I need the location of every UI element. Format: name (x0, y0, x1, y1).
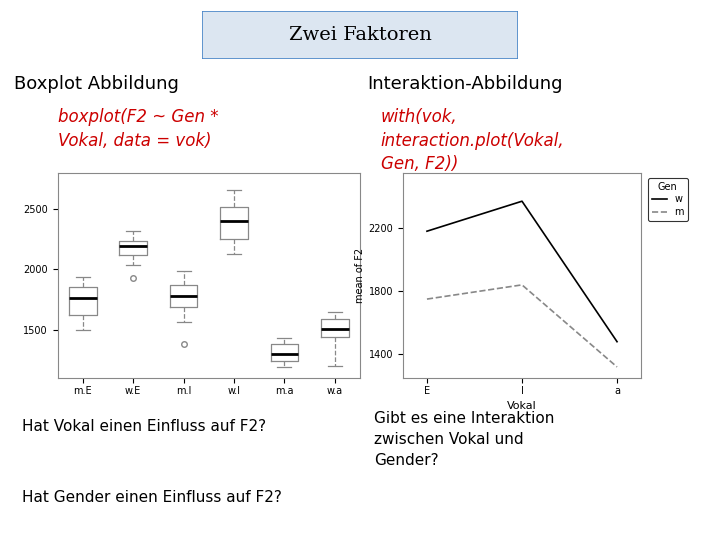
w (518, 198, 526, 205)
Text: Zwei Faktoren: Zwei Faktoren (289, 26, 431, 44)
Y-axis label: mean of F2: mean of F2 (354, 248, 364, 303)
Text: Hat Vokal einen Einfluss auf F2?: Hat Vokal einen Einfluss auf F2? (22, 419, 266, 434)
w (613, 339, 621, 345)
m (518, 282, 526, 288)
m (423, 296, 431, 302)
Text: Interaktion-Abbildung: Interaktion-Abbildung (367, 75, 563, 93)
FancyBboxPatch shape (202, 11, 518, 59)
Text: Gibt es eine Interaktion
zwischen Vokal und
Gender?: Gibt es eine Interaktion zwischen Vokal … (374, 411, 555, 469)
Line: m: m (427, 285, 617, 367)
Text: Boxplot Abbildung: Boxplot Abbildung (14, 75, 179, 93)
m (613, 364, 621, 370)
Line: w: w (427, 201, 617, 342)
Text: Hat Gender einen Einfluss auf F2?: Hat Gender einen Einfluss auf F2? (22, 490, 282, 505)
Legend: w, m: w, m (648, 178, 688, 221)
w (423, 228, 431, 234)
Text: with(vok,
interaction.plot(Vokal,
Gen, F2)): with(vok, interaction.plot(Vokal, Gen, F… (381, 108, 564, 173)
Text: boxplot(F2 ~ Gen *
Vokal, data = vok): boxplot(F2 ~ Gen * Vokal, data = vok) (58, 108, 218, 150)
X-axis label: Vokal: Vokal (507, 401, 537, 411)
